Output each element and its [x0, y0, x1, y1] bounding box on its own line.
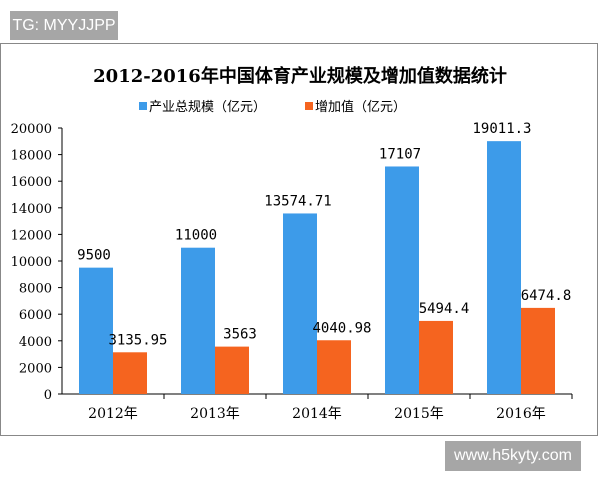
x-tick-label: 2014年 [292, 406, 342, 422]
y-tick-label: 6000 [19, 308, 52, 323]
data-label: 5494.4 [419, 301, 470, 317]
y-tick-label: 14000 [11, 202, 52, 217]
data-label: 3563 [223, 327, 257, 343]
bar-value-added [317, 340, 351, 394]
y-tick-label: 4000 [19, 335, 52, 350]
data-label: 9500 [77, 248, 111, 264]
data-label: 17107 [379, 146, 421, 162]
y-tick-label: 12000 [11, 228, 52, 243]
x-tick-label: 2015年 [394, 406, 444, 422]
y-tick-label: 18000 [11, 149, 52, 164]
legend-label-added: 增加值（亿元） [315, 99, 406, 115]
y-tick-label: 16000 [11, 175, 52, 190]
bar-value-added [113, 352, 147, 394]
chart-title: 2012-2016年中国体育产业规模及增加值数据统计 [93, 65, 507, 87]
bar-total-scale [385, 166, 419, 394]
x-tick-label: 2012年 [88, 406, 138, 422]
y-tick-label: 20000 [11, 122, 52, 137]
bar-total-scale [181, 247, 215, 394]
bar-value-added [215, 346, 249, 394]
data-label: 13574.71 [264, 193, 331, 209]
legend-swatch-added [305, 102, 313, 110]
legend-swatch-total [139, 102, 147, 110]
bar-value-added [419, 320, 453, 394]
bar-total-scale [487, 141, 521, 394]
data-label: 3135.95 [108, 332, 167, 348]
y-tick-label: 2000 [19, 361, 52, 376]
top-watermark-tag: TG: MYYJJPP [10, 11, 118, 40]
y-tick-label: 0 [44, 388, 52, 403]
bar-total-scale [283, 213, 317, 394]
bottom-site-tag: www.h5kyty.com [445, 441, 581, 471]
y-tick-label: 8000 [19, 282, 52, 297]
data-label: 4040.98 [312, 320, 371, 336]
data-label: 19011.3 [472, 121, 531, 137]
x-tick-label: 2013年 [190, 406, 240, 422]
bar-total-scale [79, 267, 113, 394]
data-label: 11000 [175, 228, 217, 244]
x-tick-label: 2016年 [496, 406, 546, 422]
y-tick-label: 10000 [11, 255, 52, 270]
legend-label-total: 产业总规模（亿元） [149, 100, 266, 115]
chart-frame [0, 43, 598, 436]
bar-value-added [521, 307, 555, 394]
data-label: 6474.8 [521, 288, 572, 304]
